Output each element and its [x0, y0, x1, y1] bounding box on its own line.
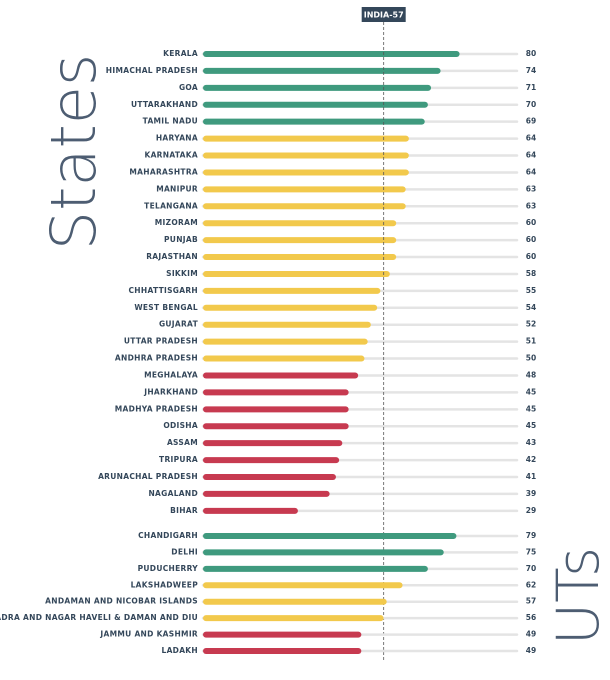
category-label: GUJARAT: [159, 320, 199, 329]
category-label: KERALA: [163, 49, 198, 58]
value-label: 64: [526, 151, 536, 160]
category-label: MEGHALAYA: [144, 370, 198, 379]
category-label: PUNJAB: [164, 235, 198, 244]
category-label: SIKKIM: [166, 269, 198, 278]
value-label: 45: [526, 421, 536, 430]
category-label: CHANDIGARH: [138, 531, 198, 540]
value-label: 39: [526, 489, 536, 498]
category-label: JHARKHAND: [143, 387, 198, 396]
value-label: 57: [526, 597, 536, 606]
reference-label: INDIA-57: [364, 11, 404, 20]
value-label: 71: [526, 83, 536, 92]
value-label: 80: [526, 49, 536, 58]
value-label: 45: [526, 404, 536, 413]
value-label: 70: [526, 564, 536, 573]
category-label: TAMIL NADU: [143, 117, 198, 126]
value-label: 43: [526, 438, 536, 447]
value-label: 52: [526, 320, 536, 329]
value-label: 64: [526, 167, 536, 176]
value-label: 51: [526, 337, 536, 346]
value-label: 60: [526, 235, 536, 244]
category-label: MANIPUR: [156, 184, 198, 193]
value-label: 64: [526, 134, 536, 143]
category-label: CHHATTISGARH: [129, 286, 199, 295]
category-label: NAGALAND: [148, 489, 198, 498]
value-label: 50: [526, 354, 536, 363]
category-label: LAKSHADWEEP: [131, 580, 199, 589]
value-label: 63: [526, 201, 536, 210]
category-label: ODISHA: [163, 421, 198, 430]
value-label: 69: [526, 117, 536, 126]
category-label: ANDAMAN AND NICOBAR ISLANDS: [45, 597, 198, 606]
category-label: WEST BENGAL: [134, 303, 198, 312]
category-label: HIMACHAL PRADESH: [106, 66, 198, 75]
category-label: PUDUCHERRY: [138, 564, 199, 573]
category-label: MAHARASHTRA: [129, 167, 198, 176]
value-label: 42: [526, 455, 536, 464]
category-label: TRIPURA: [159, 455, 198, 464]
category-label: DADRA AND NAGAR HAVELI & DAMAN AND DIU: [0, 613, 198, 622]
value-label: 45: [526, 387, 536, 396]
value-label: 55: [526, 286, 536, 295]
category-label: HARYANA: [156, 134, 198, 143]
value-label: 49: [526, 630, 536, 639]
group-title: UTs: [544, 547, 610, 646]
category-label: MADHYA PRADESH: [115, 404, 198, 413]
value-label: 58: [526, 269, 536, 278]
value-label: 48: [526, 370, 536, 379]
group-title: States: [37, 54, 110, 250]
value-label: 75: [526, 547, 536, 556]
value-label: 70: [526, 100, 536, 109]
category-label: LADAKH: [161, 646, 198, 655]
value-label: 79: [526, 531, 536, 540]
value-label: 60: [526, 252, 536, 261]
value-label: 62: [526, 580, 536, 589]
reference-box: [361, 7, 406, 22]
value-label: 54: [526, 303, 536, 312]
value-label: 74: [526, 66, 536, 75]
category-label: DELHI: [171, 547, 198, 556]
category-label: MIZORAM: [155, 218, 198, 227]
value-label: 49: [526, 646, 536, 655]
value-label: 29: [526, 506, 536, 515]
category-label: ASSAM: [167, 438, 198, 447]
category-label: TELANGANA: [144, 201, 198, 210]
value-label: 56: [526, 613, 536, 622]
category-label: UTTAR PRADESH: [124, 337, 198, 346]
value-label: 60: [526, 218, 536, 227]
category-label: JAMMU AND KASHMIR: [99, 630, 198, 639]
category-label: KARNATAKA: [144, 151, 198, 160]
category-label: ANDHRA PRADESH: [115, 354, 198, 363]
category-label: ARUNACHAL PRADESH: [98, 472, 198, 481]
value-label: 41: [526, 472, 536, 481]
category-label: GOA: [179, 83, 198, 92]
category-label: BIHAR: [170, 506, 198, 515]
category-label: RAJASTHAN: [146, 252, 198, 261]
category-label: UTTARAKHAND: [131, 100, 198, 109]
value-label: 63: [526, 184, 536, 193]
